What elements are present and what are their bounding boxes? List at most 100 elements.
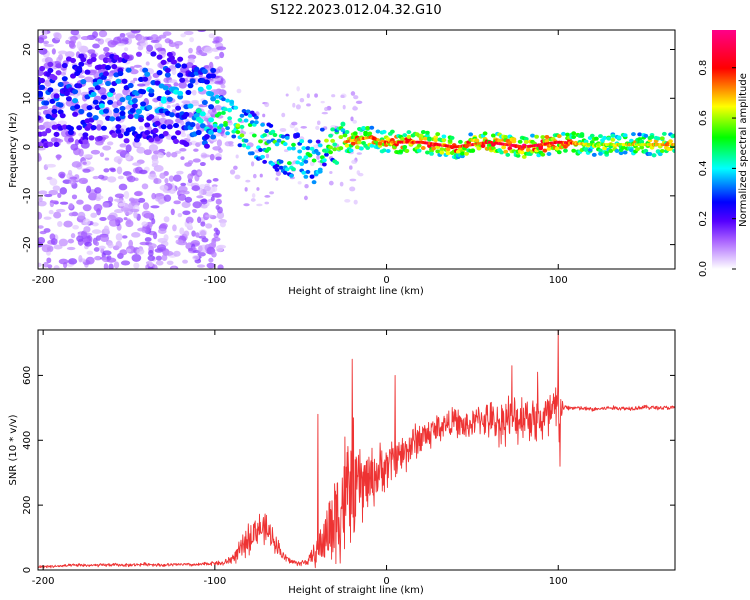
heatmap-noise-cell: [159, 172, 166, 179]
heatmap-ridge-cell: [239, 124, 245, 129]
heatmap-ridge-cell: [620, 145, 626, 150]
heatmap-noise-cell: [304, 184, 309, 189]
heatmap-ridge-cell: [148, 88, 155, 94]
heatmap-noise-cell: [137, 227, 147, 232]
heatmap-noise-cell: [244, 187, 248, 192]
heatmap-noise-cell: [137, 35, 146, 44]
heatmap-noise-cell: [141, 221, 148, 227]
heatmap-ridge-cell: [146, 104, 153, 111]
heatmap-noise-cell: [137, 45, 144, 51]
heatmap-noise-cell: [344, 198, 351, 203]
heatmap-noise-cell: [133, 77, 138, 82]
heatmap-ridge-cell: [631, 132, 636, 137]
heatmap-noise-cell: [188, 247, 194, 252]
heatmap-noise-cell: [115, 240, 123, 249]
heatmap-noise-cell: [38, 37, 45, 44]
heatmap-ridge-cell: [218, 123, 224, 128]
heatmap-noise-cell: [187, 222, 193, 229]
heatmap-noise-cell: [48, 209, 54, 215]
heatmap-noise-cell: [185, 62, 194, 69]
heatmap-ridge-cell: [589, 133, 595, 138]
heatmap-ridge-cell: [517, 139, 523, 144]
heatmap-noise-cell: [70, 143, 79, 151]
heatmap-ridge-cell: [284, 135, 290, 140]
heatmap-ridge-cell: [254, 115, 259, 120]
heatmap-ridge-cell: [175, 130, 182, 136]
heatmap-ridge-cell: [210, 73, 217, 79]
heatmap-ridge-cell: [47, 141, 54, 147]
heatmap-noise-cell: [158, 228, 167, 235]
heatmap-ridge-cell: [107, 99, 114, 105]
heatmap-noise-cell: [179, 148, 187, 152]
heatmap-noise-cell: [265, 153, 270, 159]
heatmap-noise-cell: [77, 211, 86, 220]
heatmap-noise-cell: [213, 89, 223, 94]
heatmap-ridge-cell: [381, 148, 387, 153]
heatmap-noise-cell: [115, 209, 122, 213]
heatmap-noise-cell: [206, 179, 212, 184]
heatmap-noise-cell: [128, 239, 134, 248]
heatmap-noise-cell: [275, 177, 279, 181]
heatmap-noise-cell: [50, 238, 58, 246]
heatmap-noise-cell: [317, 120, 321, 126]
heatmap-noise-cell: [157, 152, 164, 159]
heatmap-ridge-cell: [117, 70, 124, 77]
heatmap-ridge-cell: [324, 138, 329, 143]
heatmap-ridge-cell: [369, 143, 375, 148]
heatmap-noise-cell: [68, 40, 75, 48]
heatmap-ridge-cell: [231, 134, 237, 139]
heatmap-noise-cell: [141, 183, 149, 190]
heatmap-ridge-cell: [183, 141, 190, 147]
heatmap-ridge-cell: [400, 136, 406, 141]
heatmap-noise-cell: [41, 244, 51, 248]
heatmap-ridge-cell: [102, 71, 109, 77]
heatmap-ridge-cell: [90, 56, 97, 63]
heatmap-ridge-cell: [216, 128, 222, 133]
heatmap-ridge-cell: [556, 150, 562, 155]
heatmap-ridge-cell: [55, 63, 62, 69]
heatmap-ridge-cell: [507, 140, 513, 145]
heatmap-ridge-cell: [515, 153, 521, 158]
heatmap-noise-cell: [252, 173, 257, 179]
heatmap-ridge-cell: [241, 143, 247, 148]
heatmap-ridge-cell: [264, 129, 270, 134]
heatmap-noise-cell: [217, 264, 224, 269]
heatmap-noise-cell: [269, 191, 275, 195]
heatmap-ridge-cell: [214, 94, 220, 99]
heatmap-ridge-cell: [309, 146, 315, 151]
heatmap-ridge-cell: [254, 120, 259, 125]
heatmap-noise-cell: [200, 204, 208, 209]
heatmap-ridge-cell: [86, 105, 93, 111]
heatmap-ridge-cell: [657, 152, 663, 157]
heatmap-noise-cell: [38, 236, 46, 244]
heatmap-ridge-cell: [441, 138, 447, 143]
heatmap-ridge-cell: [321, 162, 327, 167]
heatmap-ridge-cell: [338, 135, 344, 140]
heatmap-noise-cell: [200, 198, 208, 205]
heatmap-ridge-cell: [554, 146, 560, 151]
heatmap-ridge-cell: [501, 145, 507, 150]
heatmap-ridge-cell: [235, 123, 241, 128]
heatmap-noise-cell: [80, 104, 87, 109]
heatmap-ridge-cell: [39, 84, 46, 90]
heatmap-noise-cell: [119, 143, 127, 148]
heatmap-ridge-cell: [282, 170, 288, 175]
heatmap-ridge-cell: [199, 123, 206, 129]
heatmap-ridge-cell: [70, 57, 77, 64]
heatmap-noise-cell: [64, 51, 75, 58]
heatmap-noise-cell: [180, 33, 187, 38]
heatmap-ridge-cell: [470, 148, 476, 153]
heatmap-noise-cell: [264, 201, 270, 205]
heatmap-ridge-cell: [129, 107, 136, 114]
bottom-y-axis: 0 200 400 600: [22, 366, 675, 573]
heatmap-noise-cell: [133, 191, 143, 197]
heatmap-noise-cell: [161, 113, 166, 118]
heatmap-ridge-cell: [435, 149, 441, 154]
heatmap-noise-cell: [342, 104, 346, 110]
heatmap-noise-cell: [91, 229, 102, 234]
heatmap-ridge-cell: [317, 143, 323, 148]
heatmap-ridge-cell: [447, 138, 453, 143]
heatmap-noise-cell: [329, 170, 333, 174]
heatmap-ridge-cell: [583, 139, 589, 144]
heatmap-ridge-cell: [175, 105, 182, 111]
